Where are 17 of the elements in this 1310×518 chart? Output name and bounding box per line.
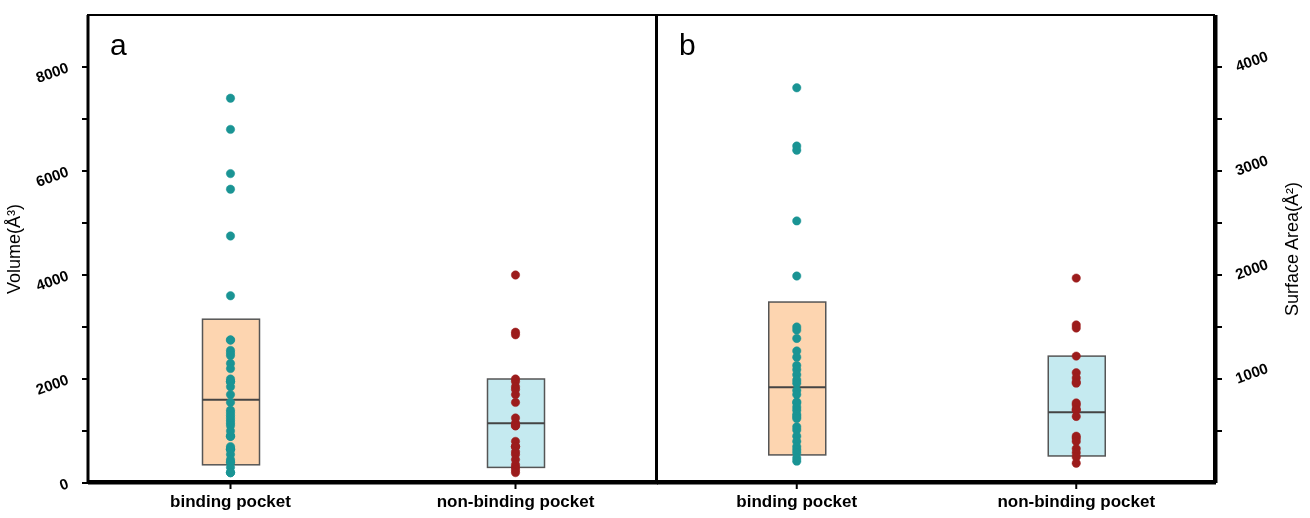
x-tick-label: binding pocket	[736, 492, 858, 512]
y2-tick-label: 1000	[1232, 359, 1271, 387]
y-tick-label: 0	[57, 474, 71, 494]
x-tick-label: non-binding pocket	[436, 492, 595, 512]
y2-axis-title: Surface Area(Å²)	[1282, 181, 1302, 317]
y-axis-title: Volume(Å³)	[4, 203, 24, 295]
y2-tick-label: 4000	[1232, 47, 1271, 75]
chart-title: a	[110, 28, 127, 61]
y-tick-label: 2000	[33, 370, 71, 398]
y2-tick-label: 3000	[1232, 151, 1271, 179]
x-tick-label: binding pocket	[170, 492, 292, 512]
y2-tick-label: 2000	[1232, 255, 1271, 283]
y-tick-label: 8000	[33, 58, 71, 86]
x-tick-label: non-binding pocket	[997, 492, 1156, 512]
y-tick-label: 4000	[33, 266, 71, 294]
y-tick-label: 6000	[33, 162, 71, 190]
chart-title: b	[679, 28, 696, 61]
